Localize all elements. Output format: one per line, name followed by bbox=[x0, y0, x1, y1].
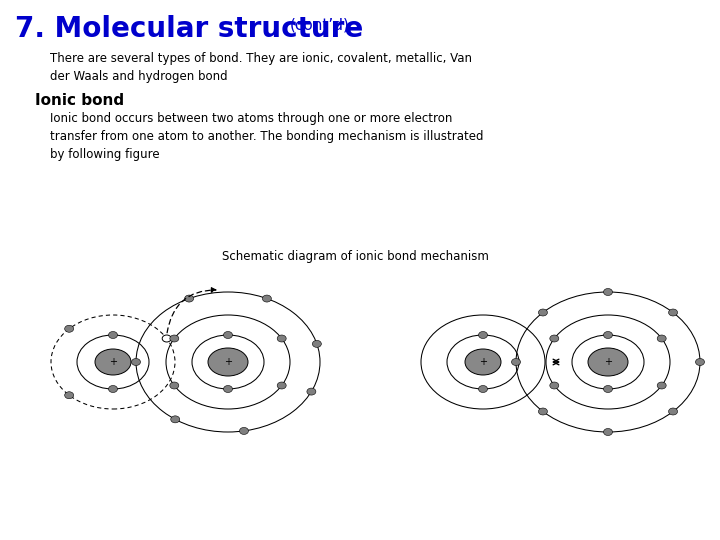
Ellipse shape bbox=[65, 392, 73, 399]
Ellipse shape bbox=[162, 335, 171, 342]
Ellipse shape bbox=[170, 382, 179, 389]
Ellipse shape bbox=[479, 386, 487, 393]
Ellipse shape bbox=[657, 335, 666, 342]
Text: +: + bbox=[109, 357, 117, 367]
Ellipse shape bbox=[132, 359, 140, 366]
Ellipse shape bbox=[95, 349, 131, 375]
Text: 7. Molecular structure: 7. Molecular structure bbox=[15, 15, 364, 43]
Ellipse shape bbox=[109, 332, 117, 339]
Ellipse shape bbox=[307, 388, 316, 395]
Ellipse shape bbox=[588, 348, 628, 376]
Text: +: + bbox=[604, 357, 612, 367]
Ellipse shape bbox=[109, 386, 117, 393]
Ellipse shape bbox=[171, 416, 180, 423]
Text: +: + bbox=[224, 357, 232, 367]
Ellipse shape bbox=[550, 382, 559, 389]
Text: +: + bbox=[479, 357, 487, 367]
FancyArrowPatch shape bbox=[167, 288, 216, 333]
Ellipse shape bbox=[277, 335, 286, 342]
Ellipse shape bbox=[65, 325, 73, 332]
Ellipse shape bbox=[669, 309, 678, 316]
Ellipse shape bbox=[184, 295, 194, 302]
Ellipse shape bbox=[262, 295, 271, 302]
Text: Schematic diagram of ionic bond mechanism: Schematic diagram of ionic bond mechanis… bbox=[222, 250, 488, 263]
Ellipse shape bbox=[479, 332, 487, 339]
Ellipse shape bbox=[669, 408, 678, 415]
Ellipse shape bbox=[603, 332, 613, 339]
Ellipse shape bbox=[657, 382, 666, 389]
Ellipse shape bbox=[539, 408, 547, 415]
Text: There are several types of bond. They are ionic, covalent, metallic, Van
der Waa: There are several types of bond. They ar… bbox=[50, 52, 472, 83]
Text: (cont’d): (cont’d) bbox=[290, 18, 350, 33]
Ellipse shape bbox=[170, 335, 179, 342]
Ellipse shape bbox=[277, 382, 286, 389]
Text: Ionic bond occurs between two atoms through one or more electron
transfer from o: Ionic bond occurs between two atoms thro… bbox=[50, 112, 484, 161]
Text: Ionic bond: Ionic bond bbox=[35, 93, 124, 108]
Ellipse shape bbox=[603, 386, 613, 393]
Ellipse shape bbox=[550, 335, 559, 342]
Ellipse shape bbox=[511, 359, 521, 366]
Ellipse shape bbox=[312, 340, 321, 347]
Ellipse shape bbox=[208, 348, 248, 376]
Ellipse shape bbox=[465, 349, 501, 375]
Ellipse shape bbox=[603, 288, 613, 295]
Ellipse shape bbox=[603, 429, 613, 435]
Ellipse shape bbox=[539, 309, 547, 316]
Ellipse shape bbox=[696, 359, 704, 366]
Ellipse shape bbox=[240, 428, 248, 435]
Ellipse shape bbox=[223, 332, 233, 339]
Ellipse shape bbox=[223, 386, 233, 393]
